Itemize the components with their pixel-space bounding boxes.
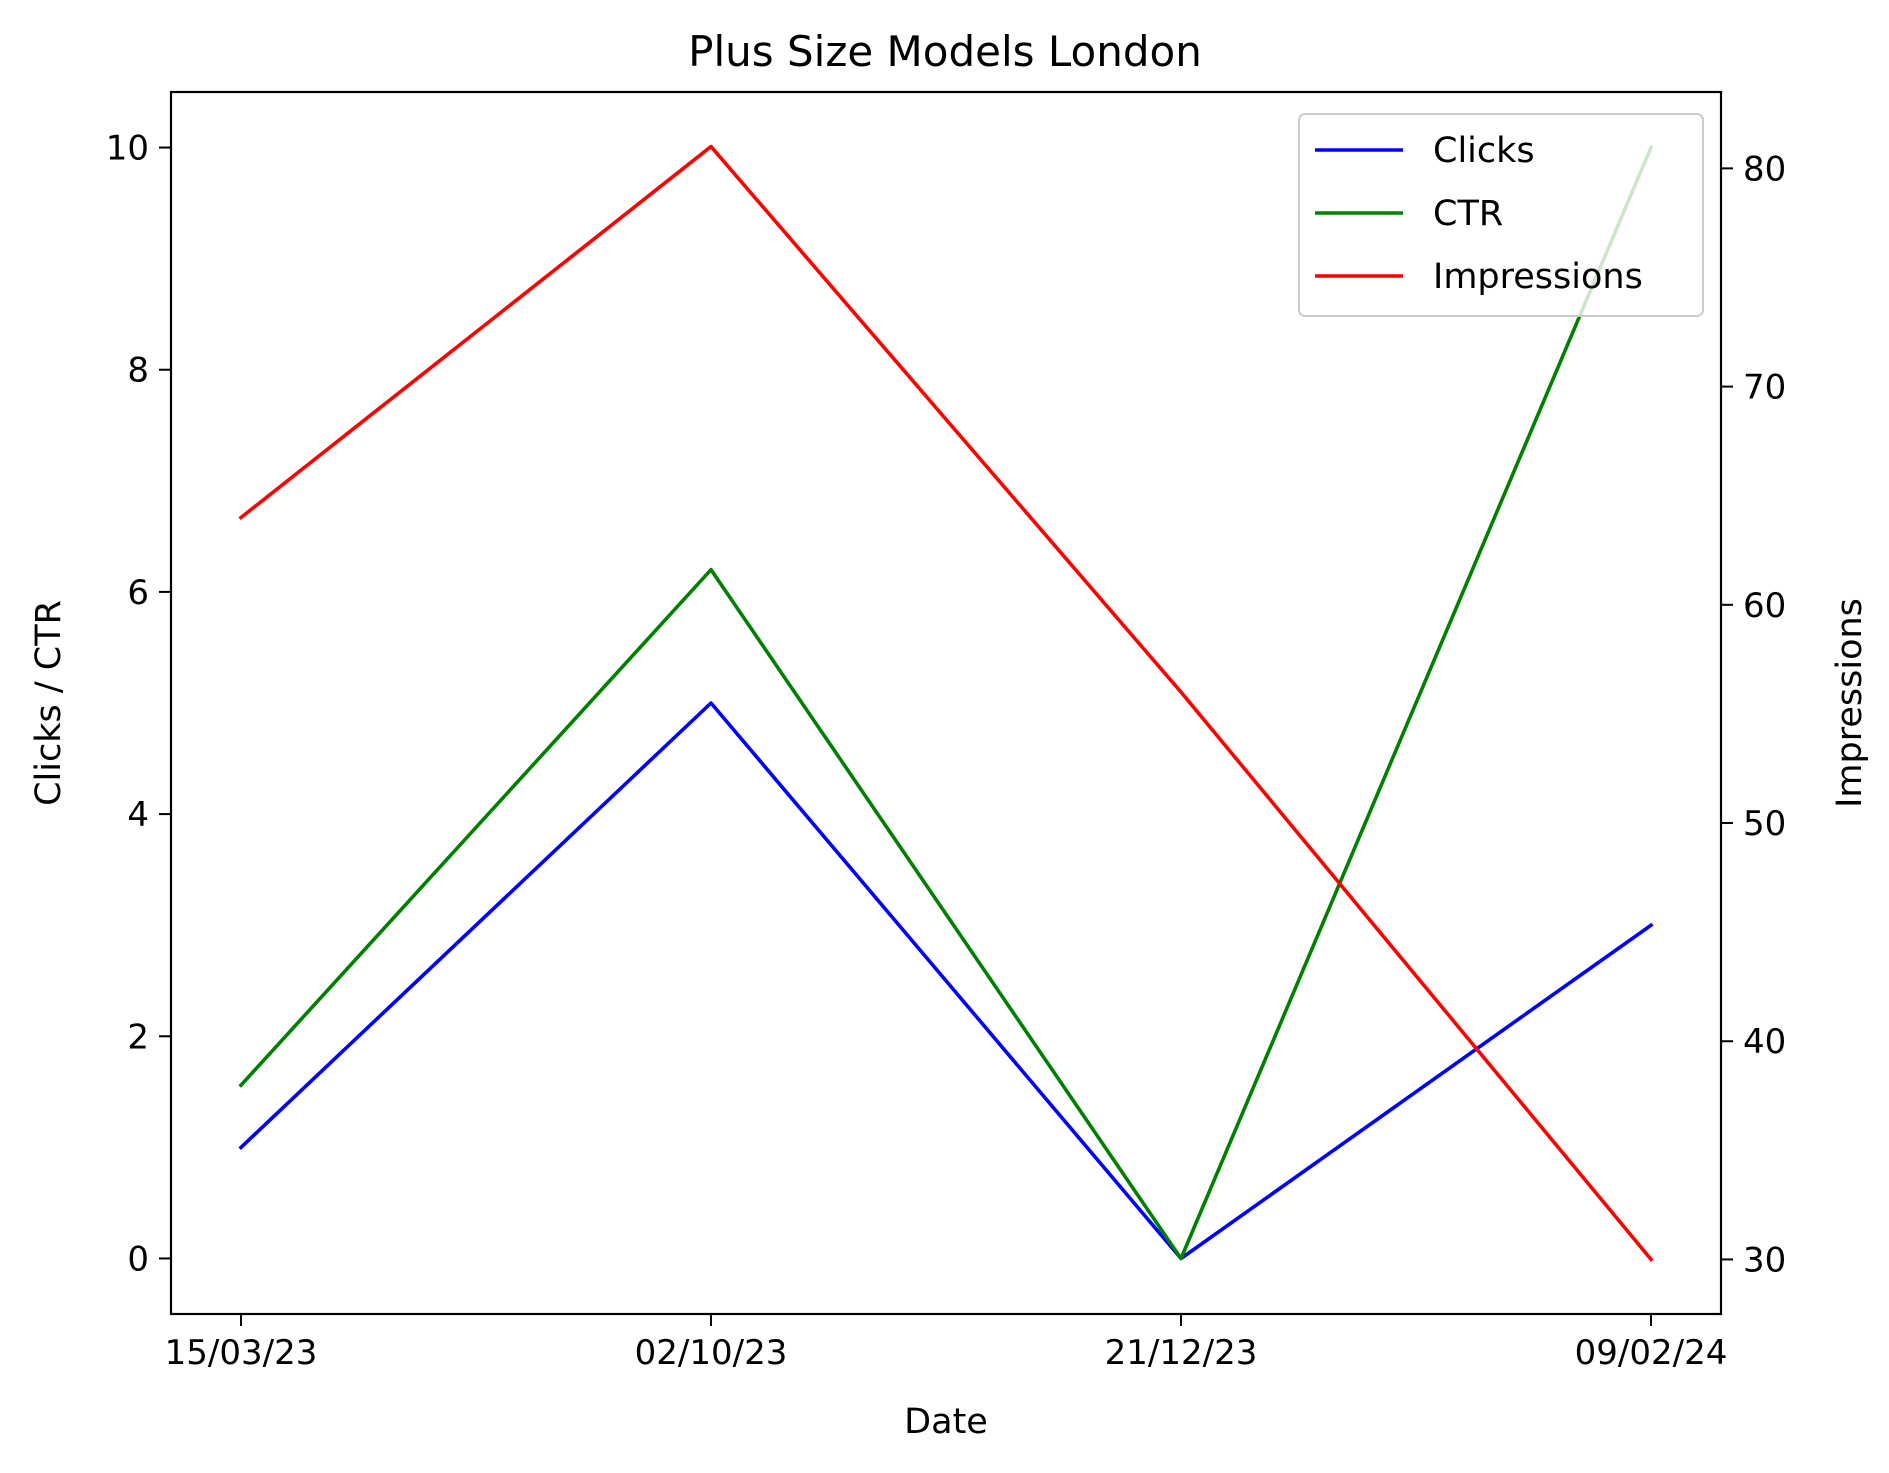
x-tick-label: 15/03/23	[165, 1333, 318, 1373]
y2-tick-label: 30	[1743, 1240, 1786, 1280]
legend-label-clicks: Clicks	[1433, 131, 1535, 171]
y-axis-right: 30 40 50 60 70 80	[1721, 149, 1786, 1280]
y2-tick-label: 80	[1743, 149, 1786, 189]
plot-frame	[169, 90, 1723, 1316]
y-tick-label: 6	[127, 573, 149, 613]
y2-tick-label: 60	[1743, 586, 1786, 626]
y-tick-label: 2	[127, 1017, 149, 1057]
x-tick-label: 02/10/23	[635, 1333, 788, 1373]
legend: Clicks CTR Impressions	[1298, 113, 1704, 317]
y-axis-label: Clicks / CTR	[29, 600, 69, 806]
series-lines	[238, 144, 1654, 1262]
x-tick-label: 21/12/23	[1105, 1333, 1258, 1373]
y2-tick-label: 40	[1743, 1022, 1786, 1062]
y2-tick-label: 70	[1743, 368, 1786, 408]
series-line-ctr	[238, 145, 1654, 1261]
legend-box	[1298, 113, 1704, 317]
y-tick-label: 0	[127, 1239, 149, 1279]
x-axis-label: Date	[904, 1402, 988, 1442]
chart-title: Plus Size Models London	[688, 27, 1202, 76]
legend-label-impressions: Impressions	[1433, 257, 1643, 297]
x-axis: 15/03/23 02/10/23 21/12/23 09/02/24	[165, 1314, 1728, 1373]
x-tick-label: 09/02/24	[1575, 1333, 1728, 1373]
series-line-clicks	[238, 701, 1654, 1261]
y-tick-label: 4	[127, 795, 149, 835]
series-line-impressions	[238, 144, 1654, 1262]
y-tick-label: 8	[127, 351, 149, 391]
legend-label-ctr: CTR	[1433, 194, 1503, 234]
y-tick-label: 10	[106, 129, 149, 169]
y2-tick-label: 50	[1743, 804, 1786, 844]
y2-axis-label: Impressions	[1830, 598, 1870, 808]
y-axis-left: 0 2 4 6 8 10	[106, 129, 171, 1279]
